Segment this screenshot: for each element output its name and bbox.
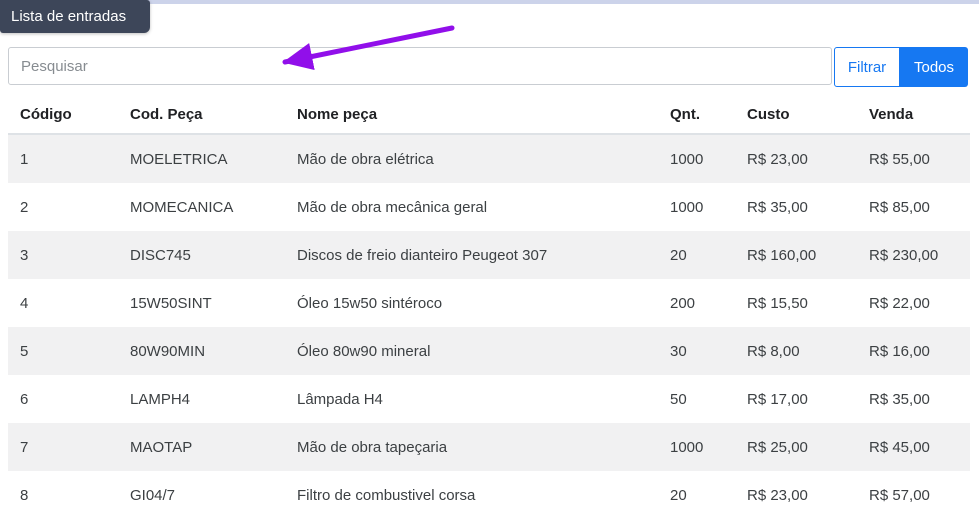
table-cell: R$ 57,00 [869,486,930,504]
table-cell: Óleo 80w90 mineral [297,342,431,360]
table-cell: 15W50SINT [130,294,212,312]
table-body: 1 MOELETRICA Mão de obra elétrica 1000 R$ 23… [8,134,970,519]
table-cell: R$ 45,00 [869,438,930,456]
table-row: 1 MOELETRICA Mão de obra elétrica 1000 R$ 23… [8,134,970,183]
table-cell: 20 [670,486,687,504]
table-cell: R$ 17,00 [747,390,808,408]
all-button[interactable]: Todos [900,47,968,87]
table-cell: 1000 [670,150,704,168]
column-header-cod-peca: Cod. Peça [118,95,285,135]
table-cell: R$ 55,00 [869,150,930,168]
top-strip [0,0,979,4]
table-cell: R$ 35,00 [869,390,930,408]
table-cell: R$ 230,00 [869,246,939,264]
table-cell: R$ 16,00 [869,342,930,360]
table-cell: GI04/7 [130,486,176,504]
table-cell: R$ 23,00 [747,150,808,168]
table-cell: R$ 85,00 [869,198,930,216]
entries-table: Código Cod. Peça Nome peça Qnt. Custo Ve… [8,95,970,519]
table-cell: 4 [20,294,29,312]
table-row: 3 DISC745 Discos de freio dianteiro Peugeo… [8,231,970,279]
table-cell: Óleo 15w50 sintéroco [297,294,443,312]
table-cell: 200 [670,294,696,312]
table-cell: 50 [670,390,687,408]
column-header-nome-peca: Nome peça [285,95,658,135]
table-cell: Mão de obra mecânica geral [297,198,488,216]
column-header-qnt: Qnt. [658,95,735,135]
search-input[interactable] [8,47,832,85]
table-cell: 2 [20,198,29,216]
table-header: Código Cod. Peça Nome peça Qnt. Custo Ve… [8,95,970,135]
table-cell: 3 [20,246,29,264]
table-cell: DISC745 [130,246,191,264]
table-cell: 5 [20,342,29,360]
table-cell: R$ 22,00 [869,294,930,312]
table-cell: R$ 25,00 [747,438,808,456]
table-row: 5 80W90MIN Óleo 80w90 mineral 30 R$ 8,00 R$ 1… [8,327,970,375]
table-cell: Mão de obra elétrica [297,150,434,168]
table-cell: Discos de freio dianteiro Peugeot 307 [297,246,548,264]
table-cell: R$ 15,50 [747,294,808,312]
table-cell: LAMPH4 [130,390,191,408]
table-cell: 20 [670,246,687,264]
table-cell: 1000 [670,198,704,216]
table-cell: 30 [670,342,687,360]
table-cell: 1 [20,150,29,168]
table-cell: R$ 8,00 [747,342,800,360]
table-cell: R$ 23,00 [747,486,808,504]
column-header-custo: Custo [735,95,857,135]
table-cell: MOELETRICA [130,150,228,168]
table-row: 7 MAOTAP Mão de obra tapeçaria 1000 R$ 25,00… [8,423,970,471]
table-row: 8 GI04/7 Filtro de combustivel corsa 20 R$ 2… [8,471,970,519]
table-cell: 1000 [670,438,704,456]
table-cell: MAOTAP [130,438,193,456]
table-cell: R$ 160,00 [747,246,817,264]
filter-button[interactable]: Filtrar [834,47,900,87]
column-header-venda: Venda [857,95,970,135]
table-cell: MOMECANICA [130,198,234,216]
table-cell: Filtro de combustivel corsa [297,486,476,504]
table-cell: 7 [20,438,29,456]
table-row: 4 15W50SINT Óleo 15w50 sintéroco 200 R$ 15,5… [8,279,970,327]
table-cell: Lâmpada H4 [297,390,383,408]
table-cell: 6 [20,390,29,408]
page-title: Lista de entradas [0,0,150,33]
table-cell: Mão de obra tapeçaria [297,438,448,456]
column-header-codigo: Código [8,95,118,135]
table-row: 6 LAMPH4 Lâmpada H4 50 R$ 17,00 R$ 35,00 [8,375,970,423]
table-row: 2 MOMECANICA Mão de obra mecânica geral 100… [8,183,970,231]
table-cell: 8 [20,486,29,504]
table-cell: R$ 35,00 [747,198,808,216]
table-cell: 80W90MIN [130,342,206,360]
